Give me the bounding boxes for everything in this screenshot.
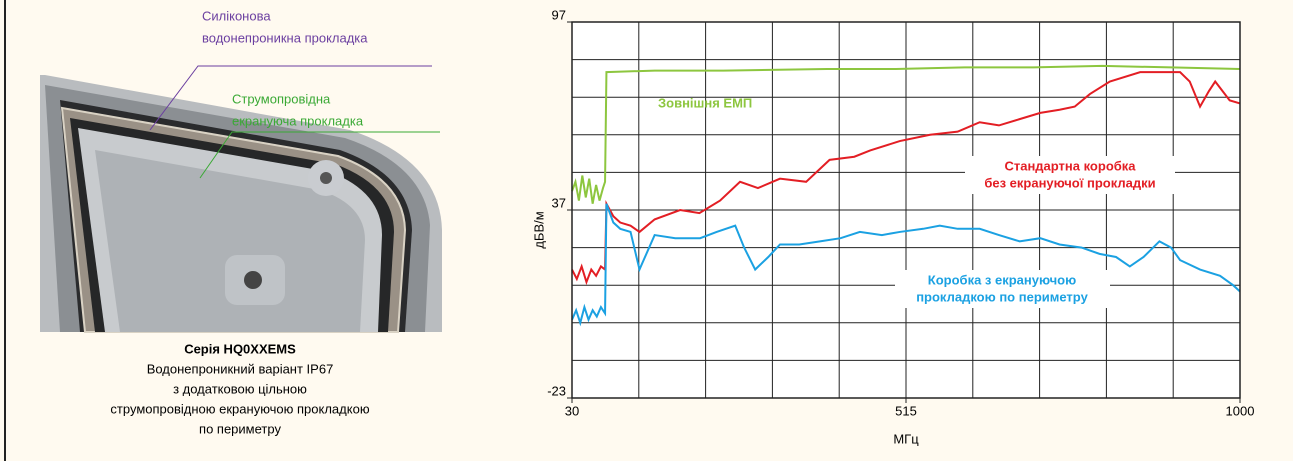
y-tick-label: 37 (552, 195, 566, 210)
series-line (571, 64, 1241, 204)
leader (199, 131, 440, 179)
caption-line: з додатковою цільною (173, 381, 307, 396)
chart: дБВ/м МГц -23 37 97 30 515 1000 Зовнішня ЕМП Ст… (531, 7, 1254, 446)
photo (40, 10, 442, 333)
caption-line: струмопровідною екрануючою прокладкою (110, 401, 369, 416)
x-tick-label: 515 (895, 403, 917, 418)
annotation: Стандартна коробка (1004, 158, 1136, 173)
x-tick-label: 30 (565, 403, 579, 418)
y-axis-label: дБВ/м (531, 211, 546, 248)
x-tick-label: 1000 (1226, 403, 1255, 418)
label-box (965, 156, 1175, 194)
series-line (571, 203, 1241, 327)
label: Струмопровідна (232, 91, 331, 106)
label: Силіконова (202, 8, 271, 23)
label: водонепроникна прокладка (202, 30, 368, 45)
annotation: без екрануючої прокладки (984, 175, 1155, 190)
caption-title: Серія HQ0XXEMS (184, 341, 296, 356)
y-tick-label: -23 (547, 383, 566, 398)
photo-labels: Силіконова водонепроникна прокладка Стру… (110, 8, 440, 436)
caption-line: по периметру (199, 421, 281, 436)
annotation: Коробка з екрануючою (928, 272, 1076, 287)
label: екрануюча прокладка (232, 113, 364, 128)
x-axis-label: МГц (893, 431, 919, 446)
plot-frame (571, 21, 1241, 399)
y-tick-label: 97 (552, 7, 566, 22)
series-label: Зовнішня ЕМП (658, 95, 752, 110)
caption-line: Водонепроникний варіант IP67 (147, 361, 334, 376)
label-box (895, 270, 1110, 308)
annotation: прокладкою по периметру (916, 289, 1088, 304)
leader (149, 65, 432, 131)
